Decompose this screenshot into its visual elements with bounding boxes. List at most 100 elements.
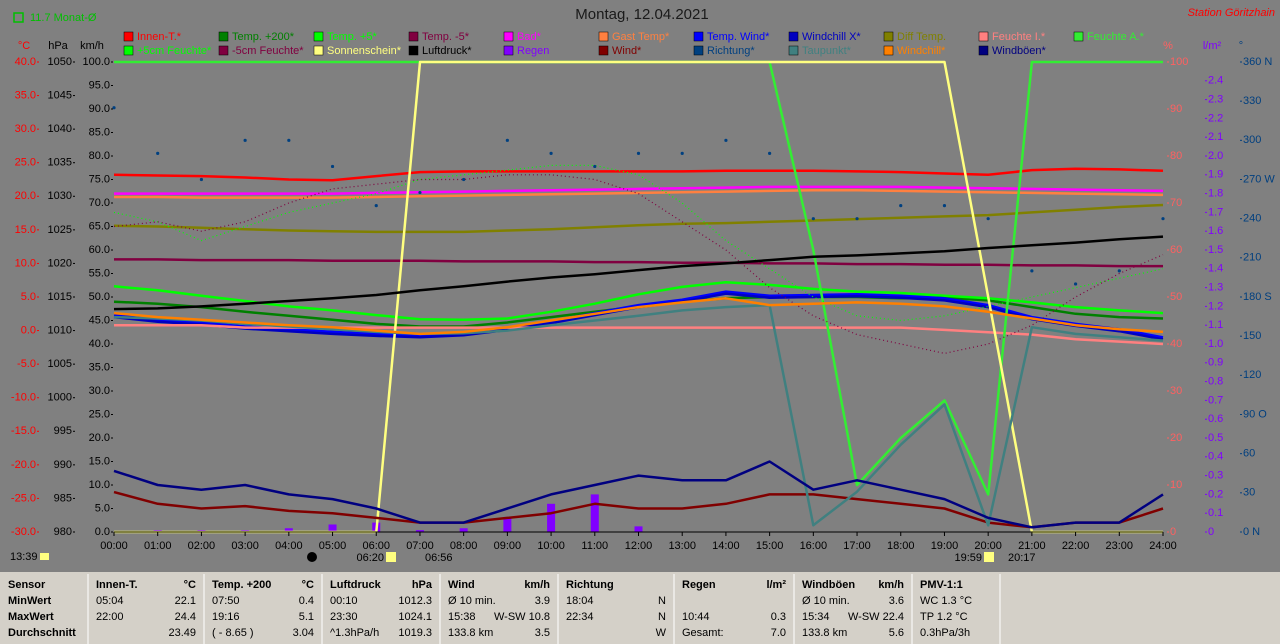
axis-unit: °C <box>18 40 30 52</box>
x-tick-label: 20:00 <box>974 540 1002 552</box>
legend-swatch <box>883 45 894 56</box>
x-tick-label: 06:00 <box>362 540 390 552</box>
cell-left: WC 1.3 °C <box>920 595 972 607</box>
y-tick-label: 5.0 <box>95 502 110 514</box>
legend-swatch <box>408 31 419 42</box>
y-tick-label: 20.0 <box>15 190 36 202</box>
direction-dot <box>374 204 378 208</box>
y-tick-label: 2.2 <box>1208 112 1223 124</box>
y-tick-label: 1010 <box>48 324 72 336</box>
legend-label: Regen <box>517 45 549 57</box>
y-tick-label: 985 <box>54 492 72 504</box>
y-tick-label: 30.0 <box>89 385 110 397</box>
legend-swatch <box>218 31 229 42</box>
series-line <box>113 460 1164 529</box>
legend-label: -5cm Feuchte* <box>232 45 304 57</box>
x-tick-label: 19:00 <box>931 540 959 552</box>
y-tick-label: 0 <box>1170 526 1176 538</box>
y-tick-label: 1025 <box>48 224 72 236</box>
x-tick-label: 01:00 <box>144 540 172 552</box>
direction-dot <box>680 151 684 155</box>
y-tick-label: 0.6 <box>1208 413 1223 425</box>
legend-label: Bad* <box>517 31 542 43</box>
now-icon <box>40 553 49 560</box>
direction-dot <box>899 204 903 208</box>
y-tick-label: 50 <box>1170 291 1182 303</box>
column-header: PMV-1:1 <box>920 579 963 591</box>
series-line <box>113 297 1164 336</box>
cell-left: Gesamt: <box>682 627 724 639</box>
sunset-time: 20:17 <box>1008 552 1036 564</box>
rain-bar <box>415 530 424 532</box>
direction-dot <box>855 217 859 221</box>
y-tick-label: 1040 <box>48 123 72 135</box>
cell-right: 1012.3 <box>398 595 432 607</box>
axis-unit: % <box>1163 40 1173 52</box>
y-tick-label: 10.0 <box>15 257 36 269</box>
legend-swatch <box>788 45 799 56</box>
legend-swatch <box>503 31 514 42</box>
y-tick-label: 30 <box>1243 487 1255 499</box>
y-tick-label: 2.0 <box>1208 150 1223 162</box>
cell-right: 3.5 <box>535 627 550 639</box>
y-tick-label: 0 <box>1208 526 1214 538</box>
table-background <box>0 572 1280 644</box>
axis-unit: ° <box>1239 40 1243 52</box>
y-tick-label: 120 <box>1243 369 1261 381</box>
cell-left: ( - 8.65 ) <box>212 627 254 639</box>
series-line <box>113 303 1164 527</box>
y-tick-label: 1.6 <box>1208 225 1223 237</box>
sunset-start-time: 19:59 <box>954 552 982 564</box>
legend-label: Temp. +5* <box>327 31 378 43</box>
cell-right: 5.6 <box>889 627 904 639</box>
y-tick-label: 180 S <box>1243 291 1272 303</box>
direction-dot <box>112 106 116 110</box>
column-unit: °C <box>184 579 196 591</box>
y-tick-label: 40 <box>1170 338 1182 350</box>
legend-label: +5cm Feuchte* <box>137 45 212 57</box>
y-tick-label: 100.0 <box>82 56 110 68</box>
legend-label: Diff Temp. <box>897 31 946 43</box>
station-name: Station Göritzhain <box>1188 7 1275 19</box>
x-tick-label: 21:00 <box>1018 540 1046 552</box>
y-tick-label: 240 <box>1243 213 1261 225</box>
y-tick-label: -30.0 <box>11 526 36 538</box>
y-tick-label: 1.3 <box>1208 282 1223 294</box>
y-tick-label: 20 <box>1170 432 1182 444</box>
y-tick-label: 70 <box>1170 197 1182 209</box>
cell-right: N <box>658 611 666 623</box>
legend-swatch <box>693 45 704 56</box>
direction-dot <box>986 217 990 221</box>
y-tick-label: 1050 <box>48 56 72 68</box>
y-tick-label: 1020 <box>48 257 72 269</box>
legend-swatch <box>503 45 514 56</box>
y-tick-label: 2.3 <box>1208 94 1223 106</box>
direction-dot <box>199 177 204 182</box>
y-tick-label: -10.0 <box>11 392 36 404</box>
legend-swatch <box>123 45 134 56</box>
y-tick-label: 35.0 <box>89 361 110 373</box>
x-tick-label: 15:00 <box>756 540 784 552</box>
y-tick-label: 0.7 <box>1208 394 1223 406</box>
cell-left: 05:04 <box>96 595 124 607</box>
y-tick-label: 1.2 <box>1208 300 1223 312</box>
y-tick-label: 1.5 <box>1208 244 1223 256</box>
cell-left: 07:50 <box>212 595 240 607</box>
legend-label: Windböen* <box>992 45 1047 57</box>
y-tick-label: 75.0 <box>89 173 110 185</box>
column-unit: °C <box>302 579 314 591</box>
direction-dot <box>505 138 509 142</box>
cell-right: 23.49 <box>168 627 196 639</box>
y-tick-label: 20.0 <box>89 432 110 444</box>
sunrise-end-time: 06:56 <box>425 552 453 564</box>
column-header: Innen-T. <box>96 579 138 591</box>
series-line <box>114 258 1163 268</box>
y-tick-label: 0.3 <box>1208 470 1223 482</box>
direction-dot <box>1073 282 1078 286</box>
legend-swatch <box>978 45 989 56</box>
y-tick-label: 300 <box>1243 134 1261 146</box>
cell-left: 19:16 <box>212 611 240 623</box>
row-label: Sensor <box>8 579 46 591</box>
direction-dot <box>462 177 466 182</box>
